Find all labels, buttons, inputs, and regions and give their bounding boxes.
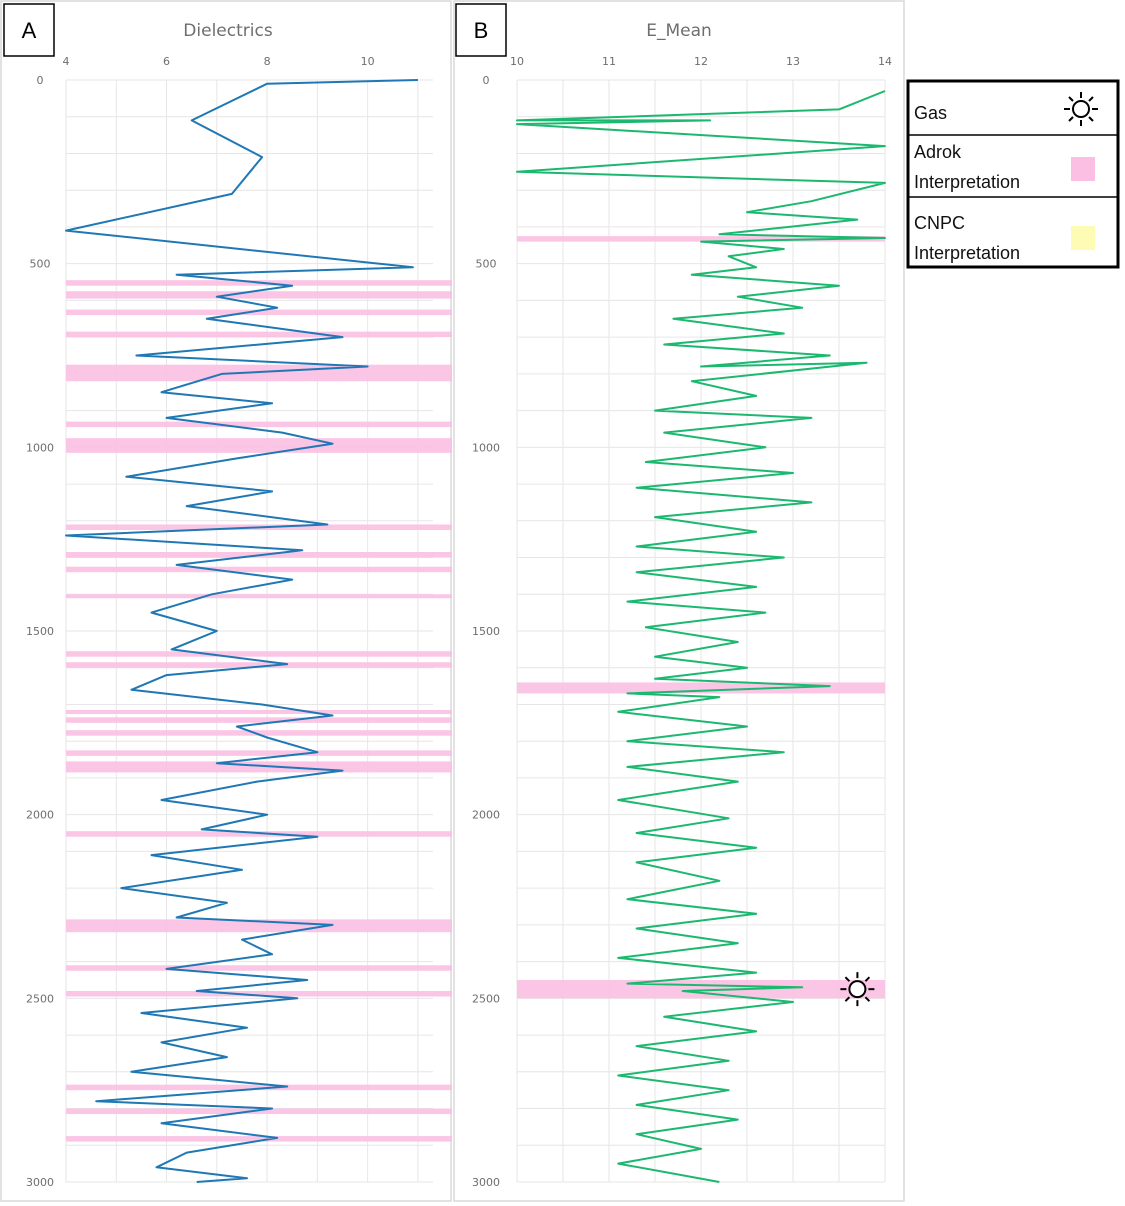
- y-tick-label: 0: [37, 74, 44, 87]
- panel-a: A Dielectrics 4 6 8 10 0 500 1000 1500 2000 2500…: [0, 0, 452, 1202]
- x-tick-label: 13: [786, 55, 800, 68]
- adrok-interpretation-band: [66, 1136, 452, 1142]
- adrok-interpretation-band: [517, 236, 885, 242]
- legend-cnpc-swatch: [1071, 226, 1095, 250]
- x-tick-label: 10: [361, 55, 375, 68]
- adrok-interpretation-band: [66, 662, 452, 668]
- adrok-interpretation-band: [66, 309, 452, 316]
- adrok-interpretation-band: [66, 1108, 452, 1115]
- adrok-interpretation-band: [517, 682, 885, 694]
- y-tick-label: 500: [476, 258, 497, 271]
- adrok-interpretation-band: [66, 919, 452, 933]
- x-tick-label: 10: [510, 55, 524, 68]
- y-tick-label: 3000: [472, 1176, 500, 1189]
- y-tick-label: 2500: [472, 992, 500, 1005]
- panel-b-y-ticks: 0 500 1000 1500 2000 2500 3000: [472, 74, 500, 1189]
- y-tick-label: 1500: [472, 625, 500, 638]
- y-tick-label: 0: [483, 74, 490, 87]
- panel-b: B E_Mean 10 11 12 13 14 0 500 1000 1500 2000 2500…: [453, 0, 905, 1202]
- y-tick-label: 500: [30, 258, 51, 271]
- adrok-interpretation-band: [66, 730, 452, 736]
- y-tick-label: 1500: [26, 625, 54, 638]
- legend-adrok-label: Adrok Interpretation: [914, 142, 1020, 192]
- panel-b-border: [453, 0, 905, 1202]
- panel-b-x-ticks: 10 11 12 13 14: [510, 55, 892, 68]
- adrok-interpretation-band: [66, 594, 452, 599]
- adrok-interpretation-band: [66, 421, 452, 428]
- adrok-interpretation-band: [66, 990, 452, 997]
- legend-adrok-swatch: [1071, 157, 1095, 181]
- panel-b-series: [516, 90, 886, 1183]
- x-tick-label: 8: [264, 55, 271, 68]
- sun-icon: [840, 972, 875, 1007]
- panel-b-grid: [516, 79, 886, 1183]
- y-tick-label: 1000: [472, 441, 500, 454]
- adrok-interpretation-band: [66, 761, 452, 773]
- y-tick-label: 2000: [26, 809, 54, 822]
- adrok-interpretation-band: [66, 965, 452, 971]
- panel-a-letter: A: [22, 18, 37, 43]
- panel-a-border: [0, 0, 452, 1202]
- adrok-interpretation-band: [66, 566, 452, 573]
- panel-b-letter: B: [474, 18, 489, 43]
- panel-a-x-ticks: 4 6 8 10: [63, 55, 375, 68]
- panel-a-y-ticks: 0 500 1000 1500 2000 2500 3000: [26, 74, 54, 1189]
- x-tick-label: 6: [163, 55, 170, 68]
- adrok-interpretation-band: [66, 291, 452, 299]
- panel-a-series: [65, 79, 418, 1183]
- x-tick-label: 12: [694, 55, 708, 68]
- y-tick-label: 3000: [26, 1176, 54, 1189]
- x-tick-label: 11: [602, 55, 616, 68]
- adrok-interpretation-band: [517, 979, 885, 999]
- y-tick-label: 1000: [26, 441, 54, 454]
- series-line: [65, 79, 418, 1183]
- legend: Gas Adrok Interpretation CNPC Interpreta…: [906, 79, 1120, 269]
- adrok-interpretation-band: [66, 651, 452, 657]
- panel-a-letter-box: [3, 3, 55, 57]
- panel-b-gas-marker: [840, 972, 875, 1007]
- adrok-interpretation-band: [66, 1084, 452, 1091]
- adrok-interpretation-band: [66, 709, 452, 714]
- panel-b-bands: [517, 236, 885, 999]
- sun-icon: [1064, 92, 1098, 126]
- x-tick-label: 4: [63, 55, 70, 68]
- legend-gas-label: Gas: [914, 103, 947, 123]
- legend-cnpc-label: CNPC Interpretation: [914, 213, 1020, 263]
- panel-a-title: Dielectrics: [183, 21, 273, 41]
- y-tick-label: 2500: [26, 992, 54, 1005]
- adrok-interpretation-band: [66, 331, 452, 338]
- series-line: [516, 90, 886, 1183]
- adrok-interpretation-band: [66, 717, 452, 723]
- panel-b-title: E_Mean: [646, 21, 712, 41]
- x-tick-label: 14: [878, 55, 892, 68]
- y-tick-label: 2000: [472, 809, 500, 822]
- panel-b-letter-box: [455, 3, 507, 57]
- adrok-interpretation-band: [66, 750, 452, 756]
- adrok-interpretation-band: [66, 438, 452, 453]
